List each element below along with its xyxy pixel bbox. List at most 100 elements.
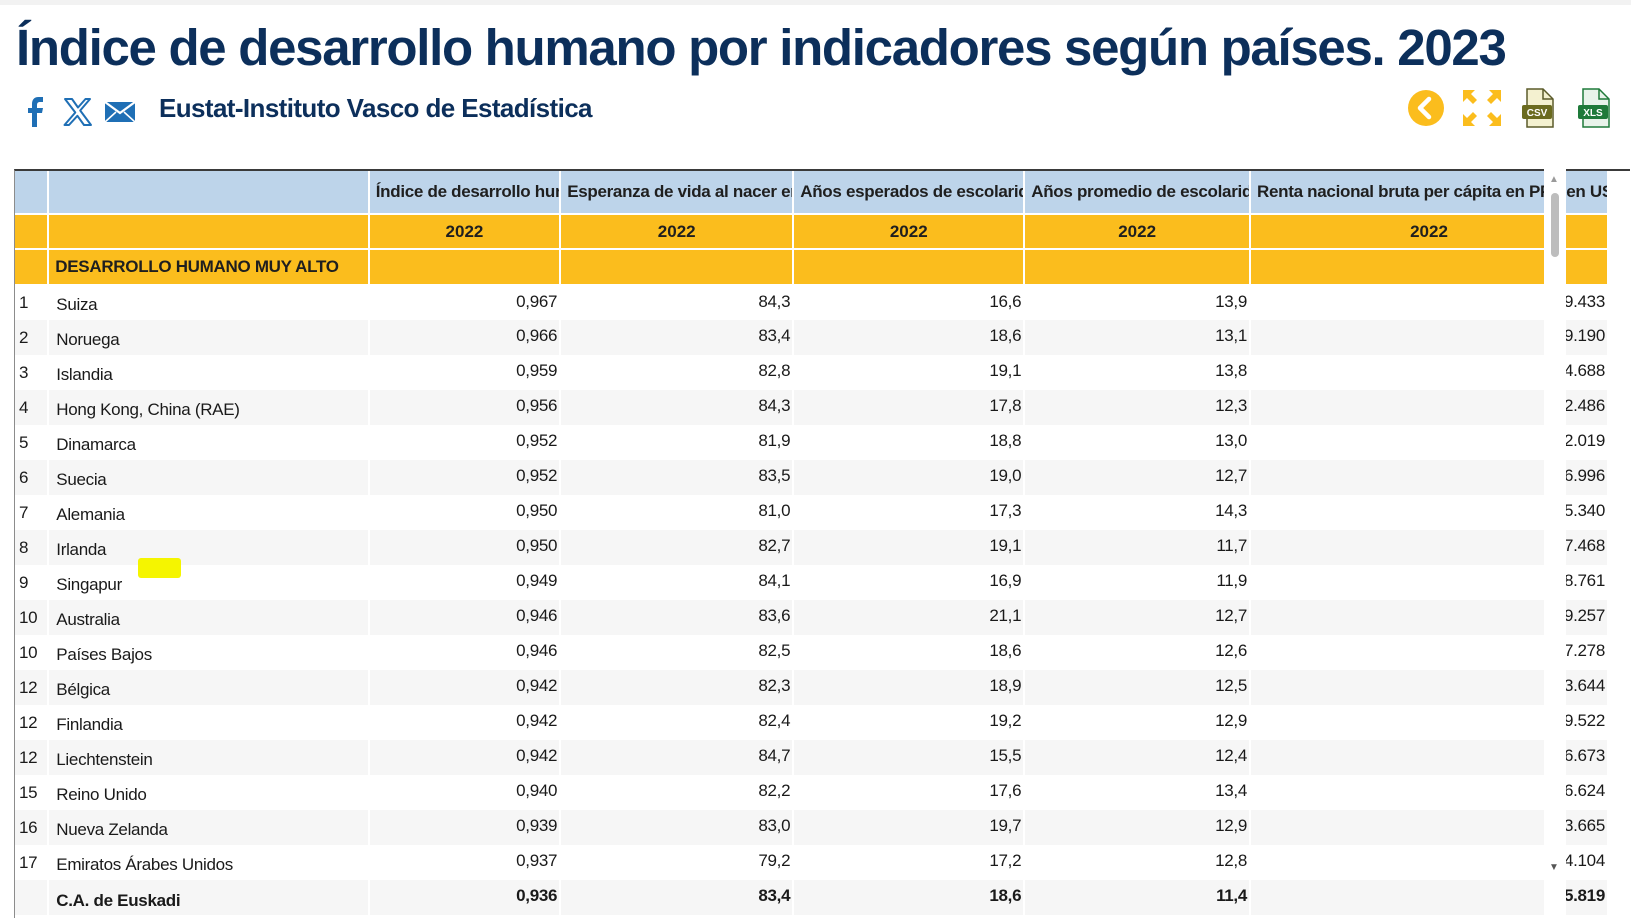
xls-download-icon[interactable]: XLS bbox=[1573, 87, 1615, 129]
fullscreen-icon[interactable] bbox=[1461, 87, 1503, 129]
value-cell: 18,6 bbox=[793, 635, 1026, 670]
value-cell: 82,7 bbox=[560, 530, 795, 565]
country-cell: Emiratos Árabes Unidos bbox=[48, 845, 370, 880]
value-cell: 16,6 bbox=[793, 285, 1026, 320]
group-blank bbox=[15, 249, 50, 286]
value-cell: 18,9 bbox=[793, 670, 1026, 705]
toolbar: CSV XLS bbox=[1405, 87, 1615, 129]
value-cell: 82,2 bbox=[560, 775, 795, 810]
value-cell: 18,6 bbox=[793, 320, 1026, 355]
table-row: 5 Dinamarca 0,952 81,9 18,8 13,0 62.019 bbox=[15, 425, 1609, 460]
value-cell: 83,6 bbox=[560, 600, 795, 635]
rank-cell: 5 bbox=[15, 425, 50, 460]
group-cell bbox=[560, 249, 795, 286]
value-cell: 17,6 bbox=[793, 775, 1026, 810]
table-row: 10 Australia 0,946 83,6 21,1 12,7 49.257 bbox=[15, 600, 1609, 635]
year-header: 2022 bbox=[368, 214, 562, 250]
value-cell: 0,950 bbox=[368, 495, 562, 530]
table-row: 15 Reino Unido 0,940 82,2 17,6 13,4 46.624 bbox=[15, 775, 1609, 810]
country-cell: Liechtenstein bbox=[48, 740, 370, 775]
value-cell: 12,7 bbox=[1024, 600, 1252, 635]
value-cell: 0,956 bbox=[368, 390, 562, 425]
organization-name: Eustat-Instituto Vasco de Estadística bbox=[159, 93, 593, 123]
value-cell: 0,942 bbox=[368, 705, 562, 740]
value-cell: 82,4 bbox=[560, 705, 795, 740]
value-cell: 81,0 bbox=[560, 495, 795, 530]
value-cell: 12,3 bbox=[1024, 390, 1252, 425]
value-cell: 0,952 bbox=[368, 460, 562, 495]
value-cell: 84,3 bbox=[560, 285, 795, 320]
year-blank-name bbox=[48, 214, 370, 250]
table-row: 1 Suiza 0,967 84,3 16,6 13,9 69.433 bbox=[15, 285, 1609, 320]
rank-cell: 4 bbox=[15, 390, 50, 425]
vertical-scrollbar[interactable]: ▲ ▼ bbox=[1544, 169, 1566, 918]
column-header: Años esperados de escolaridad (a) bbox=[793, 171, 1026, 215]
group-cell bbox=[368, 249, 562, 286]
scroll-down-arrow-icon[interactable]: ▼ bbox=[1549, 862, 1559, 873]
value-cell: 0,940 bbox=[368, 775, 562, 810]
x-twitter-icon[interactable] bbox=[62, 96, 94, 128]
value-cell: 17,2 bbox=[793, 845, 1026, 880]
value-cell: 13,9 bbox=[1024, 285, 1252, 320]
table-row: 6 Suecia 0,952 83,5 19,0 12,7 56.996 bbox=[15, 460, 1609, 495]
country-cell: Alemania bbox=[48, 495, 370, 530]
value-cell: 83,4 bbox=[560, 880, 795, 915]
table-row: 9 Singapur 0,949 84,1 16,9 11,9 88.761 bbox=[15, 565, 1609, 600]
value-cell: 0,966 bbox=[368, 320, 562, 355]
table-row: 12 Bélgica 0,942 82,3 18,9 12,5 53.644 bbox=[15, 670, 1609, 705]
value-cell: 0,942 bbox=[368, 670, 562, 705]
value-cell: 0,952 bbox=[368, 425, 562, 460]
country-cell: Nueva Zelanda bbox=[48, 810, 370, 845]
value-cell: 0,949 bbox=[368, 565, 562, 600]
value-cell: 12,9 bbox=[1024, 705, 1252, 740]
facebook-icon[interactable] bbox=[20, 96, 52, 128]
csv-download-icon[interactable]: CSV bbox=[1517, 87, 1559, 129]
rank-cell: 10 bbox=[15, 635, 50, 670]
country-cell: Suiza bbox=[48, 285, 370, 320]
data-table-container[interactable]: Índice de desarrollo humano Esperanza de… bbox=[14, 169, 1630, 918]
value-cell: 12,6 bbox=[1024, 635, 1252, 670]
rank-cell: 7 bbox=[15, 495, 50, 530]
value-cell: 16,9 bbox=[793, 565, 1026, 600]
table-row: 7 Alemania 0,950 81,0 17,3 14,3 55.340 bbox=[15, 495, 1609, 530]
value-cell: 84,7 bbox=[560, 740, 795, 775]
back-icon[interactable] bbox=[1405, 87, 1447, 129]
scroll-up-arrow-icon[interactable]: ▲ bbox=[1549, 174, 1559, 185]
country-cell: Noruega bbox=[48, 320, 370, 355]
svg-text:CSV: CSV bbox=[1527, 108, 1548, 119]
value-cell: 19,1 bbox=[793, 530, 1026, 565]
value-cell: 11,4 bbox=[1024, 880, 1252, 915]
value-cell: 13,0 bbox=[1024, 425, 1252, 460]
rank-cell: 15 bbox=[15, 775, 50, 810]
rank-cell: 16 bbox=[15, 810, 50, 845]
value-cell: 19,1 bbox=[793, 355, 1026, 390]
country-cell: Islandia bbox=[48, 355, 370, 390]
value-cell: 0,967 bbox=[368, 285, 562, 320]
table-row: 16 Nueva Zelanda 0,939 83,0 19,7 12,9 43.665 bbox=[15, 810, 1609, 845]
email-icon[interactable] bbox=[104, 96, 136, 128]
value-cell: 18,6 bbox=[793, 880, 1026, 915]
value-cell: 0,950 bbox=[368, 530, 562, 565]
value-cell: 19,0 bbox=[793, 460, 1026, 495]
value-cell: 0,939 bbox=[368, 810, 562, 845]
year-blank-rank bbox=[15, 214, 50, 250]
column-header: Esperanza de vida al nacer en años bbox=[560, 171, 795, 215]
rank-cell: 3 bbox=[15, 355, 50, 390]
value-cell: 12,4 bbox=[1024, 740, 1252, 775]
country-cell: Dinamarca bbox=[48, 425, 370, 460]
table-row: 4 Hong Kong, China (RAE) 0,956 84,3 17,8 12,3… bbox=[15, 390, 1609, 425]
column-header: Años promedio de escolaridad (a) bbox=[1024, 171, 1252, 215]
scroll-thumb[interactable] bbox=[1551, 193, 1559, 257]
value-cell: 81,9 bbox=[560, 425, 795, 460]
value-cell: 79,2 bbox=[560, 845, 795, 880]
country-cell: Bélgica bbox=[48, 670, 370, 705]
value-cell: 19,7 bbox=[793, 810, 1026, 845]
value-cell: 83,0 bbox=[560, 810, 795, 845]
value-cell: 82,3 bbox=[560, 670, 795, 705]
rank-cell: 9 bbox=[15, 565, 50, 600]
value-cell: 12,9 bbox=[1024, 810, 1252, 845]
column-header: Índice de desarrollo humano bbox=[368, 171, 562, 215]
value-cell: 0,936 bbox=[368, 880, 562, 915]
value-cell: 11,9 bbox=[1024, 565, 1252, 600]
svg-text:XLS: XLS bbox=[1583, 108, 1603, 119]
